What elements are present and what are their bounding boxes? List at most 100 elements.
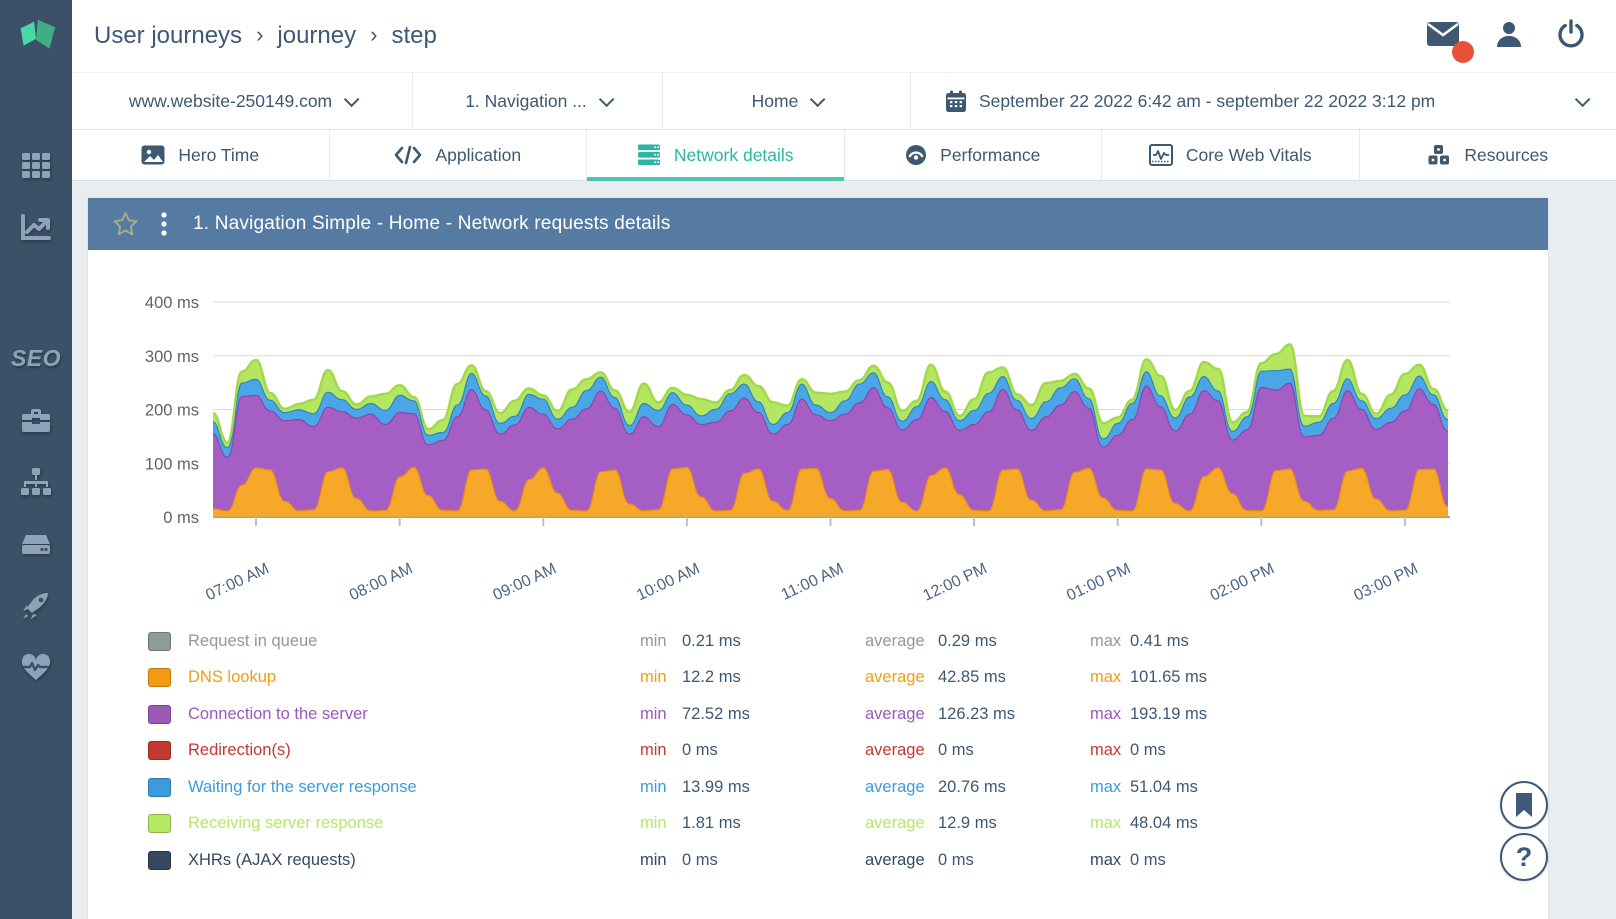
svg-text:02:00 PM: 02:00 PM bbox=[1208, 560, 1277, 602]
legend-row-redirections: Redirection(s) min 0 ms average 0 ms max… bbox=[148, 733, 1548, 770]
code-icon bbox=[395, 145, 422, 165]
legend-row-xhrs: XHRs (AJAX requests) min 0 ms average 0 … bbox=[148, 842, 1548, 879]
svg-text:0 ms: 0 ms bbox=[163, 509, 199, 527]
min-key: min bbox=[640, 668, 667, 687]
image-icon bbox=[141, 145, 165, 165]
bookmark-icon bbox=[1516, 793, 1532, 817]
svg-text:10:00 AM: 10:00 AM bbox=[634, 560, 702, 602]
breadcrumb-user-journeys[interactable]: User journeys bbox=[94, 22, 243, 49]
panel-menu-button[interactable] bbox=[161, 211, 167, 237]
min-key: min bbox=[640, 777, 667, 796]
chevron-down-icon bbox=[343, 91, 360, 107]
step-dropdown[interactable]: Home bbox=[663, 73, 911, 129]
sidebar-item-sitemap[interactable] bbox=[0, 460, 72, 504]
messages-button[interactable] bbox=[1426, 20, 1474, 63]
journey-dropdown[interactable]: 1. Navigation ... bbox=[413, 73, 663, 129]
rocket-icon bbox=[23, 593, 48, 619]
website-dropdown[interactable]: www.website-250149.com bbox=[72, 73, 413, 129]
avg-key: average bbox=[865, 668, 925, 687]
tab-label: Performance bbox=[940, 144, 1041, 165]
date-range-value: September 22 2022 6:42 am - september 22… bbox=[979, 90, 1436, 111]
chevron-down-icon bbox=[810, 91, 826, 107]
chart-line-icon bbox=[21, 214, 51, 240]
avg-value: 12.9 ms bbox=[938, 814, 997, 833]
network-details-panel: 1. Navigation Simple - Home - Network re… bbox=[88, 198, 1548, 919]
favorite-star-icon[interactable] bbox=[112, 211, 139, 237]
chevron-down-icon bbox=[1574, 91, 1591, 107]
min-value: 72.52 ms bbox=[682, 704, 750, 723]
min-value: 0 ms bbox=[682, 850, 718, 869]
envelope-icon bbox=[1427, 21, 1459, 46]
panel-header: 1. Navigation Simple - Home - Network re… bbox=[88, 198, 1548, 250]
sidebar-item-health[interactable] bbox=[0, 646, 72, 690]
server-icon bbox=[22, 535, 50, 554]
max-value: 0.41 ms bbox=[1130, 631, 1189, 650]
legend-swatch bbox=[148, 777, 171, 797]
legend-swatch bbox=[148, 814, 171, 834]
avg-value: 42.85 ms bbox=[938, 668, 1006, 687]
max-value: 51.04 ms bbox=[1130, 777, 1198, 796]
legend-row-waiting: Waiting for the server response min 13.9… bbox=[148, 769, 1548, 806]
legend-swatch bbox=[148, 704, 171, 724]
sidebar-item-apps-grid[interactable] bbox=[0, 144, 72, 188]
legend-label: XHRs (AJAX requests) bbox=[188, 850, 356, 869]
breadcrumb-journey[interactable]: journey bbox=[277, 22, 357, 49]
max-key: max bbox=[1090, 704, 1122, 723]
legend-row-dns-lookup: DNS lookup min 12.2 ms average 42.85 ms … bbox=[148, 660, 1548, 697]
tab-label: Core Web Vitals bbox=[1185, 144, 1312, 165]
sidebar-item-seo[interactable]: SEO bbox=[0, 336, 72, 380]
tab-core-web-vitals[interactable]: Core Web Vitals bbox=[1102, 130, 1360, 180]
website-dropdown-value: www.website-250149.com bbox=[128, 90, 333, 111]
tab-bar: Hero Time Application Network details Pe… bbox=[72, 130, 1616, 181]
avg-key: average bbox=[865, 850, 925, 869]
legend-label: Request in queue bbox=[188, 631, 318, 650]
sidebar-item-rocket[interactable] bbox=[0, 584, 72, 628]
step-dropdown-value: Home bbox=[751, 90, 799, 111]
legend-label: Receiving server response bbox=[188, 814, 384, 833]
journey-dropdown-value: 1. Navigation ... bbox=[465, 90, 587, 111]
max-key: max bbox=[1090, 631, 1122, 650]
tab-application[interactable]: Application bbox=[330, 130, 587, 180]
legend-swatch bbox=[148, 741, 171, 761]
calendar-icon bbox=[946, 90, 966, 112]
tab-network-details[interactable]: Network details bbox=[587, 130, 845, 181]
svg-text:11:00 AM: 11:00 AM bbox=[779, 560, 846, 602]
account-button[interactable] bbox=[1494, 19, 1524, 54]
app-logo-icon[interactable] bbox=[0, 0, 72, 72]
notification-badge bbox=[1452, 40, 1474, 63]
logout-button[interactable] bbox=[1556, 18, 1586, 54]
gauge-icon bbox=[906, 145, 927, 165]
main-content: 1. Navigation Simple - Home - Network re… bbox=[72, 181, 1616, 919]
avg-value: 0 ms bbox=[938, 850, 974, 869]
sidebar-item-analytics[interactable] bbox=[0, 206, 72, 250]
date-range-picker[interactable]: September 22 2022 6:42 am - september 22… bbox=[911, 73, 1616, 129]
legend-label: DNS lookup bbox=[188, 668, 277, 687]
max-value: 0 ms bbox=[1130, 741, 1166, 760]
tab-hero-time[interactable]: Hero Time bbox=[72, 130, 330, 180]
breadcrumb-step[interactable]: step bbox=[391, 22, 437, 49]
svg-text:300 ms: 300 ms bbox=[145, 348, 199, 366]
help-button[interactable]: ? bbox=[1500, 833, 1548, 881]
power-icon bbox=[1558, 18, 1584, 47]
svg-text:07:00 AM: 07:00 AM bbox=[203, 560, 271, 602]
seo-label: SEO bbox=[10, 344, 62, 371]
network-timings-chart[interactable]: 0 ms 100 ms 200 ms 300 ms 400 ms 07:00 AM 08:0… bbox=[88, 262, 1548, 607]
sidebar-item-toolbox[interactable] bbox=[0, 398, 72, 442]
avg-value: 126.23 ms bbox=[938, 704, 1016, 723]
breadcrumb: User journeys › journey › step bbox=[72, 22, 437, 50]
min-key: min bbox=[640, 814, 667, 833]
sidebar-item-server[interactable] bbox=[0, 522, 72, 566]
tab-label: Application bbox=[435, 144, 522, 165]
kebab-menu-icon bbox=[161, 212, 167, 236]
avg-key: average bbox=[865, 814, 925, 833]
tab-performance[interactable]: Performance bbox=[845, 130, 1102, 180]
tab-resources[interactable]: Resources bbox=[1360, 130, 1616, 180]
avg-key: average bbox=[865, 704, 925, 723]
bookmark-button[interactable] bbox=[1500, 781, 1548, 829]
filter-bar: www.website-250149.com 1. Navigation ...… bbox=[72, 72, 1616, 130]
max-key: max bbox=[1090, 741, 1122, 760]
legend-swatch bbox=[148, 850, 171, 870]
max-value: 0 ms bbox=[1130, 850, 1166, 869]
svg-text:12:00 PM: 12:00 PM bbox=[921, 560, 990, 602]
